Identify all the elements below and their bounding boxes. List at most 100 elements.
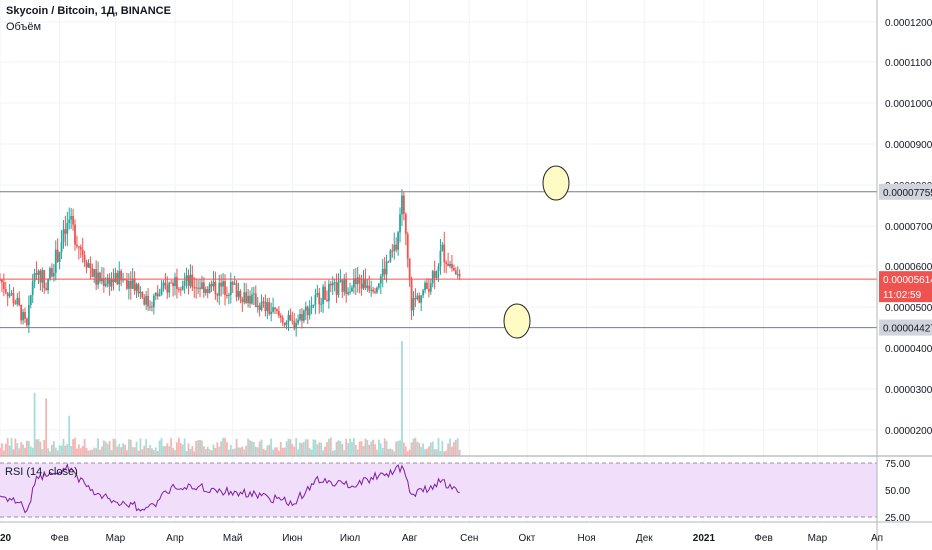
candle-body (270, 311, 273, 315)
rsi-indicator-label[interactable]: RSI (14, close) (5, 466, 78, 478)
candle-body (237, 291, 240, 297)
candle-body (10, 293, 13, 295)
candle-body (445, 262, 448, 264)
candle-body (102, 278, 105, 286)
candle-body (39, 270, 42, 283)
volume-bar (214, 447, 217, 456)
candle-body (301, 314, 303, 321)
candle-body (185, 275, 188, 281)
candle-body (222, 281, 224, 287)
candle-body (247, 295, 249, 304)
volume-bar (264, 450, 267, 456)
volume-bar (164, 446, 167, 456)
candle-body (454, 270, 457, 275)
candle-body (291, 320, 294, 322)
volume-bar (4, 443, 7, 456)
candle-body (220, 282, 223, 287)
volume-bar (331, 450, 334, 456)
candle-body (199, 287, 201, 289)
candle-body (208, 284, 211, 293)
candle-body (412, 298, 415, 311)
volume-bar (456, 438, 459, 456)
candle-body (310, 305, 313, 309)
candle-body (337, 281, 340, 295)
candle-body (31, 281, 34, 296)
volume-indicator-label[interactable]: Объём (6, 21, 42, 33)
volume-bar (202, 446, 205, 456)
volume-bar (151, 448, 153, 456)
candle-body (60, 242, 63, 253)
volume-bar (35, 439, 38, 456)
candle-body (133, 278, 136, 291)
volume-bar (272, 449, 275, 456)
volume-bar (293, 446, 296, 456)
candle-body (54, 249, 57, 274)
volume-bar (318, 442, 321, 456)
candle-body (210, 284, 213, 287)
volume-bar (381, 447, 384, 456)
volume-bar (368, 444, 371, 456)
candle-body (249, 295, 251, 304)
volume-bar (31, 447, 34, 456)
candle-body (174, 277, 176, 287)
volume-bar (133, 447, 136, 456)
volume-bar (162, 446, 165, 456)
volume-bar (158, 440, 161, 456)
candle-body (372, 289, 375, 292)
volume-bar (49, 451, 51, 456)
candle-body (339, 280, 342, 282)
candle-body (431, 271, 434, 284)
candle-body (79, 246, 82, 250)
candle-body (416, 295, 419, 300)
bar-countdown-tag-bg (879, 286, 932, 303)
volume-bar (266, 445, 269, 456)
chart-symbol-title[interactable]: Skycoin / Bitcoin, 1Д, BINANCE (6, 5, 171, 17)
volume-bar (345, 438, 348, 456)
candle-body (326, 299, 328, 302)
candle-body (341, 280, 344, 292)
candle-body (172, 282, 174, 287)
volume-bar (274, 447, 276, 456)
volume-bar (235, 438, 238, 456)
candle-body (331, 282, 334, 286)
volume-bar (397, 440, 400, 456)
volume-bar (327, 438, 330, 456)
candle-body (379, 276, 382, 284)
candle-body (27, 305, 30, 326)
volume-bar (189, 448, 192, 456)
volume-bar (29, 446, 32, 456)
candle-body (49, 268, 51, 279)
candle-body (24, 311, 26, 319)
volume-bar (254, 446, 257, 456)
volume-bar (193, 451, 196, 456)
volume-bar (170, 437, 173, 456)
candle-body (152, 295, 155, 308)
volume-bar (395, 441, 398, 456)
volume-bar (220, 441, 223, 456)
volume-bar (383, 438, 386, 456)
candle-body (314, 294, 317, 305)
candle-body (26, 318, 28, 326)
volume-bar (277, 450, 280, 456)
rsi-line (0, 463, 460, 514)
volume-bar (426, 448, 428, 456)
volume-bar (99, 449, 101, 456)
candle-body (151, 306, 153, 308)
volume-bar (320, 442, 323, 456)
volume-bar (106, 443, 109, 456)
candle-body (377, 283, 380, 288)
volume-bar (226, 442, 228, 456)
candle-body (362, 278, 365, 289)
candle-body (64, 229, 67, 234)
volume-bar (447, 443, 450, 456)
volume-bar (435, 449, 438, 456)
candle-body (214, 281, 217, 295)
candle-body (401, 195, 403, 215)
candle-body (397, 232, 400, 250)
volume-bar (118, 443, 121, 456)
